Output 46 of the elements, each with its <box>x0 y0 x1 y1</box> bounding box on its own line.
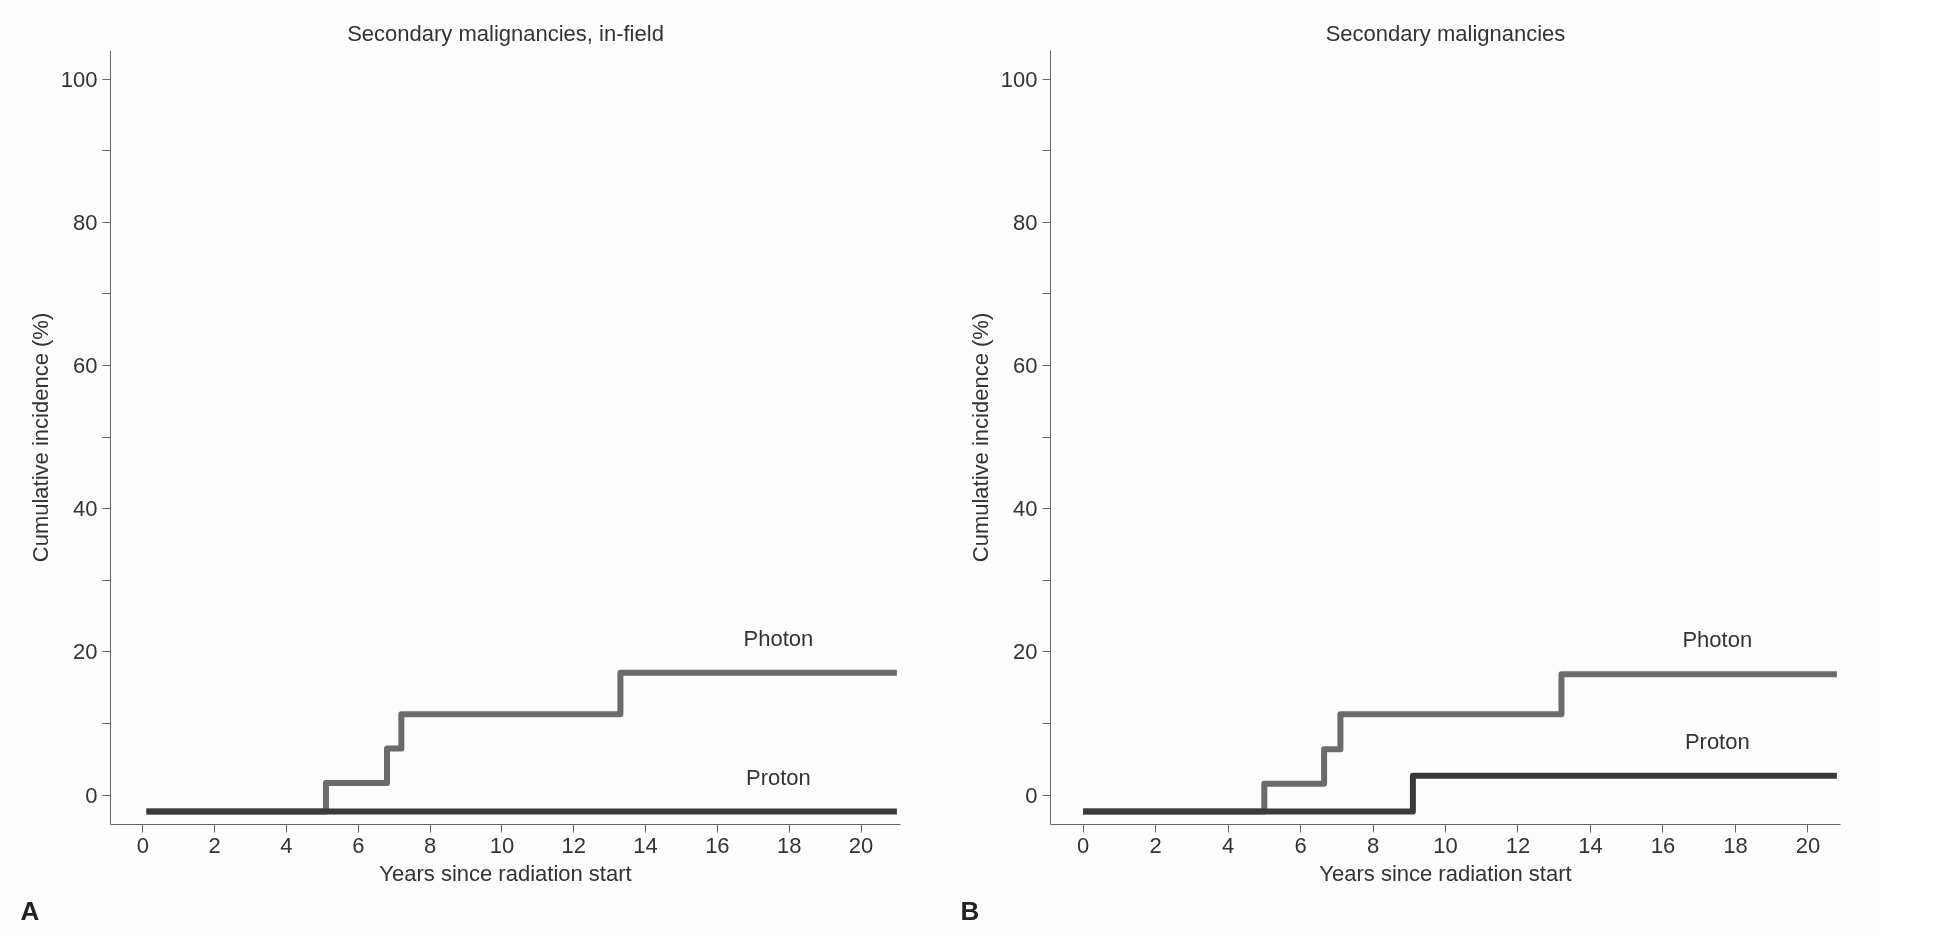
x-tick-label: 20 <box>848 832 874 858</box>
x-tick-label: 16 <box>1650 832 1676 858</box>
series-label: Photon <box>743 625 814 651</box>
series-label: Proton <box>746 764 811 790</box>
y-tick-label: 20 <box>1013 639 1038 665</box>
y-tick-label: 40 <box>1013 496 1038 522</box>
x-tick-label: 16 <box>705 832 730 858</box>
x-tick-label: 2 <box>208 832 221 858</box>
x-tick-label: 10 <box>1433 832 1458 858</box>
x-tick-label: 14 <box>633 832 658 858</box>
x-tick-label: 12 <box>1505 832 1531 858</box>
x-tick-label: 8 <box>1366 832 1380 858</box>
y-tick-label: 40 <box>73 496 98 522</box>
y-tick-label: 60 <box>1013 353 1038 379</box>
y-tick-label: 60 <box>73 353 98 379</box>
series-label: Proton <box>1684 728 1750 754</box>
x-tick-label: 20 <box>1795 832 1821 858</box>
text: A <box>20 895 40 926</box>
x-tick-label: 8 <box>423 832 437 858</box>
x-axis-title: Years since radiation start <box>1319 860 1572 886</box>
y-tick-label: 20 <box>73 639 98 665</box>
x-tick-label: 14 <box>1578 832 1603 858</box>
x-tick-label: 10 <box>489 832 515 858</box>
x-tick-label: 0 <box>1077 832 1090 858</box>
x-tick-label: 12 <box>561 832 586 858</box>
y-tick-label: 100 <box>1000 66 1038 92</box>
x-tick-label: 4 <box>1221 832 1235 858</box>
x-tick-label: 2 <box>1149 832 1162 858</box>
x-tick-label: 6 <box>1294 832 1307 858</box>
series-label: Photon <box>1682 627 1753 653</box>
y-axis-title: Cumulative incidence (%) <box>967 312 993 563</box>
y-tick-label: 0 <box>85 782 98 808</box>
y-tick-label: 80 <box>73 209 98 235</box>
y-tick-label: 0 <box>1025 782 1038 808</box>
x-tick-label: 0 <box>136 832 149 858</box>
y-tick-label: 80 <box>1013 209 1038 235</box>
x-axis-title: Years since radiation start <box>379 860 632 886</box>
chart-title: Secondary malignancies <box>1325 20 1566 46</box>
x-tick-label: 18 <box>776 832 802 858</box>
x-tick-label: 18 <box>1723 832 1748 858</box>
chart-title: Secondary malignancies, in-field <box>347 20 664 46</box>
x-tick-label: 6 <box>352 832 365 858</box>
x-tick-label: 4 <box>280 832 293 858</box>
y-tick-label: 100 <box>60 66 98 92</box>
text: B <box>960 895 980 926</box>
y-axis-title: Cumulative incidence (%) <box>27 312 53 563</box>
